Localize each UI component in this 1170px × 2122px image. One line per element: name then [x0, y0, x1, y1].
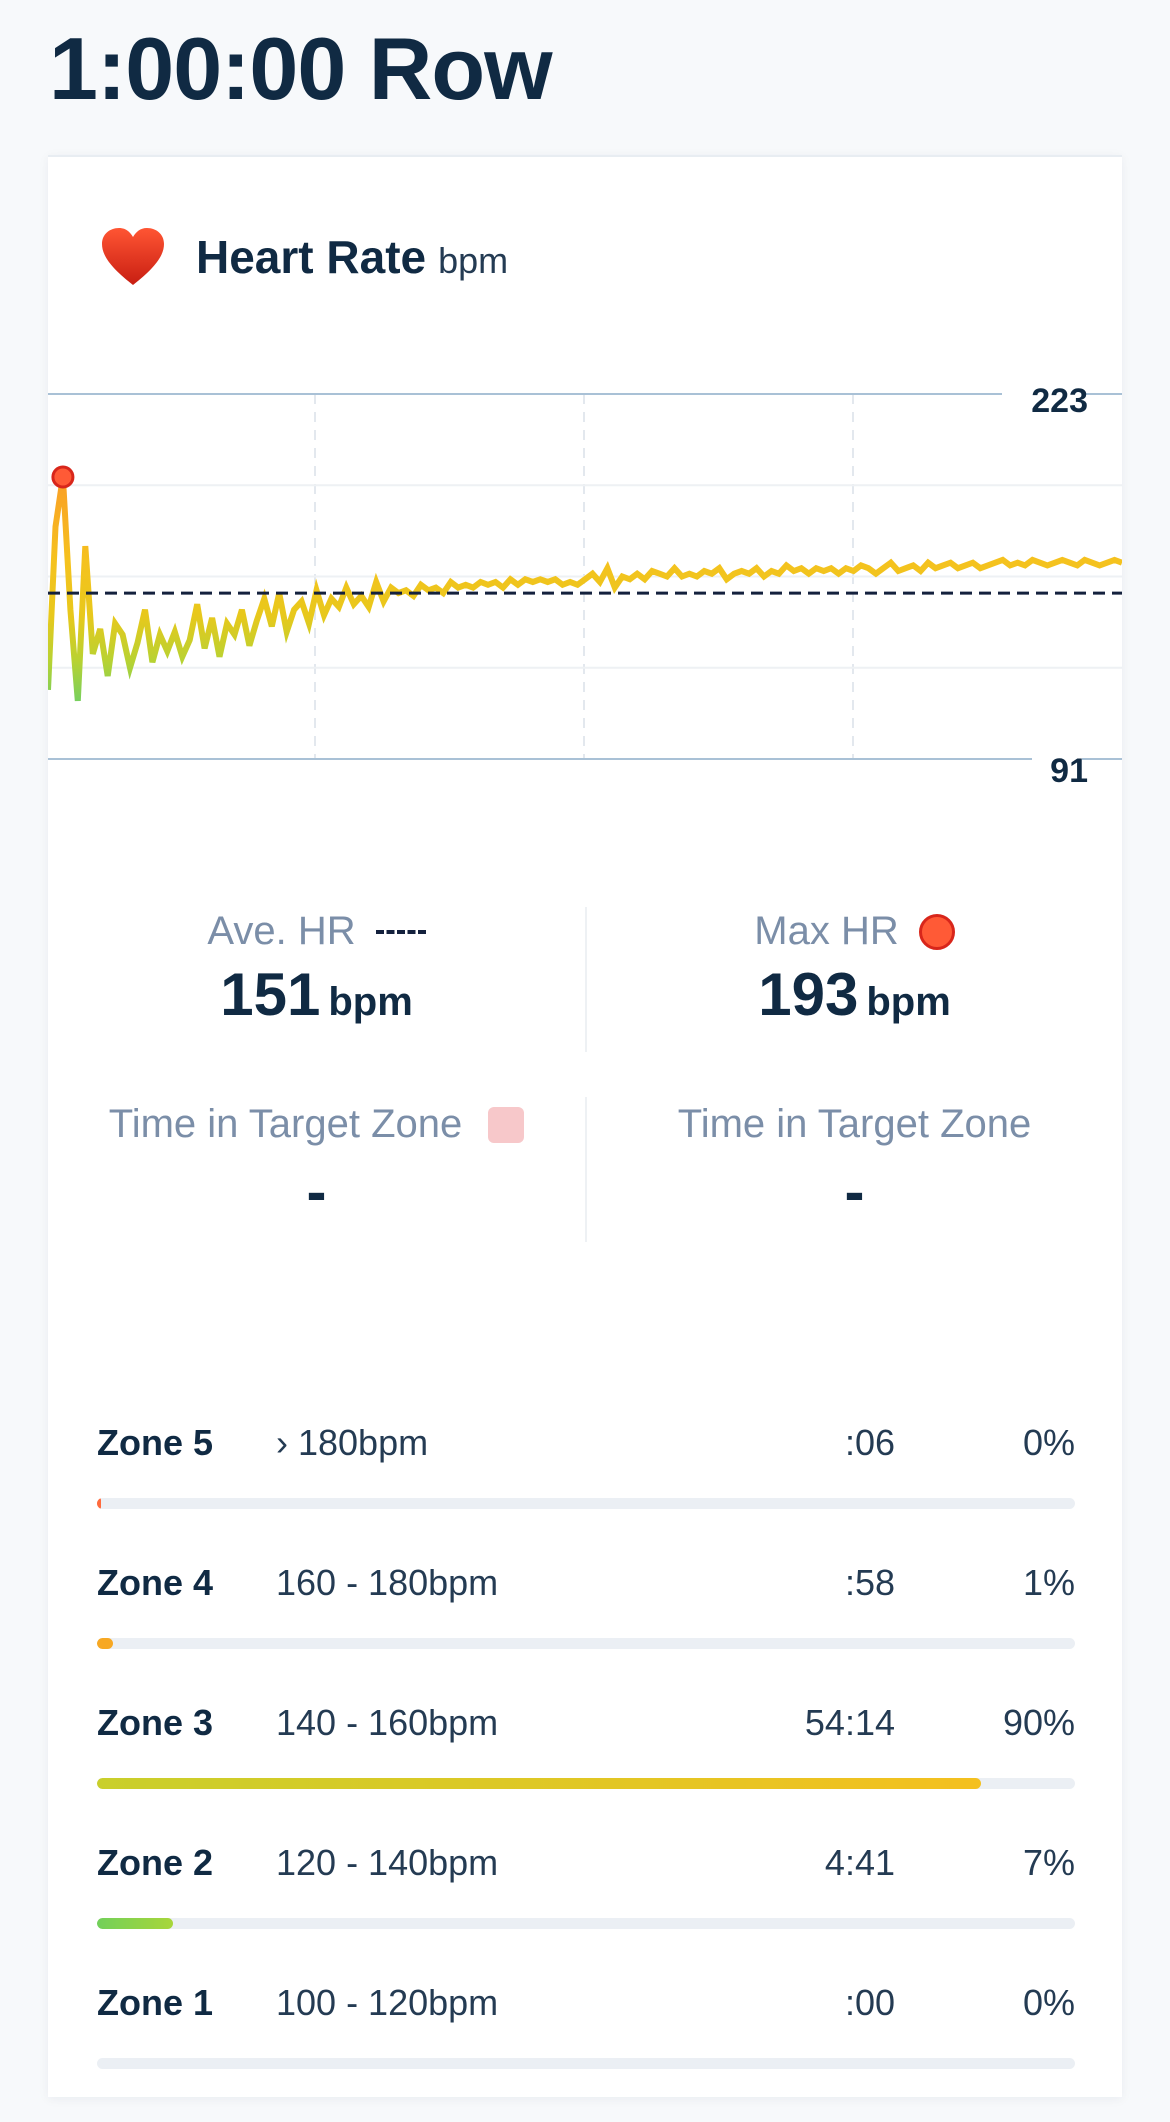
y-label-top-bg	[1002, 378, 1082, 422]
zone-progress-track	[97, 1498, 1075, 1509]
zone-percent: 0%	[1022, 1982, 1075, 2023]
zone-range: 140 - 160bpm	[276, 1702, 499, 1743]
max-hr-value: 193	[758, 961, 859, 1028]
avg-hr-value: 151	[220, 961, 321, 1028]
avg-hr-label: Ave. HR	[207, 909, 356, 953]
heart-rate-series-line	[48, 476, 1122, 702]
target-zone-stat-left: Time in Target Zone -	[48, 1102, 585, 1226]
max-hr-label-row: Max HR	[754, 909, 955, 954]
zone-time: :00	[844, 1982, 895, 2023]
zone-name: Zone 3	[97, 1702, 214, 1743]
zone-name: Zone 4	[97, 1562, 214, 1603]
target-zone-label-left: Time in Target Zone	[108, 1102, 463, 1146]
avg-hr-unit: bpm	[328, 980, 413, 1024]
max-hr-value-row: 193 bpm	[587, 960, 1122, 1029]
zone-time: :06	[844, 1422, 895, 1463]
zone-progress-fill	[97, 1498, 101, 1509]
heart-rate-header: Heart Rate bpm	[100, 217, 508, 297]
zone-progress-track	[97, 1778, 1075, 1789]
zone-row-5: Zone 5 › 180bpm :06 0%	[97, 1422, 1075, 1562]
zone-row-1: Zone 1 100 - 120bpm :00 0%	[97, 1982, 1075, 2122]
zone-name: Zone 1	[97, 1982, 214, 2023]
heart-rate-chart: 223 91	[48, 312, 1122, 812]
heart-icon	[102, 228, 164, 285]
zone-percent: 1%	[1022, 1562, 1075, 1603]
y-axis-min-label: 91	[1050, 752, 1088, 790]
zone-range: 100 - 120bpm	[276, 1982, 499, 2023]
target-zone-swatch-icon	[488, 1106, 525, 1143]
avg-hr-stat: Ave. HR 151 bpm	[48, 909, 585, 1029]
target-zone-value-left: -	[306, 1158, 327, 1225]
zone-percent: 7%	[1022, 1842, 1075, 1883]
zone-progress-fill	[97, 1778, 982, 1789]
zone-progress-track	[97, 1918, 1075, 1929]
target-zone-stat-right: Time in Target Zone -	[587, 1102, 1122, 1226]
zone-progress-fill	[97, 1638, 113, 1649]
avg-hr-label-row: Ave. HR	[207, 909, 426, 954]
y-label-bottom-bg	[1032, 746, 1082, 790]
zone-name: Zone 5	[97, 1422, 214, 1463]
avg-hr-value-row: 151 bpm	[48, 960, 585, 1029]
max-hr-stat: Max HR 193 bpm	[587, 909, 1122, 1029]
max-hr-unit: bpm	[866, 980, 951, 1024]
zone-row-4: Zone 4 160 - 180bpm :58 1%	[97, 1562, 1075, 1702]
heart-rate-chart-svg: 223 91	[48, 378, 1122, 790]
page-title: 1:00:00 Row	[49, 19, 553, 118]
heart-rate-title: Heart Rate	[196, 231, 427, 283]
target-zone-value-right: -	[844, 1158, 865, 1225]
chart-grid	[48, 393, 1122, 760]
zone-time: 54:14	[804, 1702, 895, 1743]
zone-progress-track	[97, 1638, 1075, 1649]
zone-name: Zone 2	[97, 1842, 214, 1883]
zone-progress-fill	[97, 1918, 174, 1929]
heart-rate-card: Heart Rate bpm 223 91	[48, 155, 1122, 2097]
target-zone-label-right: Time in Target Zone	[677, 1102, 1032, 1146]
target-zone-label-row-right: Time in Target Zone	[678, 1102, 1032, 1147]
zone-percent: 0%	[1022, 1422, 1075, 1463]
zone-range: › 180bpm	[276, 1422, 429, 1463]
heart-rate-unit: bpm	[438, 240, 509, 281]
zone-percent: 90%	[1002, 1702, 1075, 1743]
zone-row-3: Zone 3 140 - 160bpm 54:14 90%	[97, 1702, 1075, 1842]
zone-range: 160 - 180bpm	[276, 1562, 499, 1603]
max-hr-label: Max HR	[754, 909, 899, 953]
chart-series	[48, 476, 1122, 702]
target-zone-label-row-left: Time in Target Zone	[109, 1102, 525, 1147]
zone-row-2: Zone 2 120 - 140bpm 4:41 7%	[97, 1842, 1075, 1982]
zone-progress-track	[97, 2058, 1075, 2069]
max-hr-dot-icon	[918, 913, 955, 950]
zone-time: 4:41	[824, 1842, 895, 1883]
max-hr-point	[51, 465, 75, 489]
y-axis-max-label: 223	[1031, 382, 1088, 420]
zone-range: 120 - 140bpm	[276, 1842, 499, 1883]
avg-line-legend-icon	[375, 929, 426, 934]
stats-divider-bottom	[585, 1097, 587, 1242]
stats-divider-top	[585, 907, 587, 1052]
zone-time: :58	[844, 1562, 895, 1603]
